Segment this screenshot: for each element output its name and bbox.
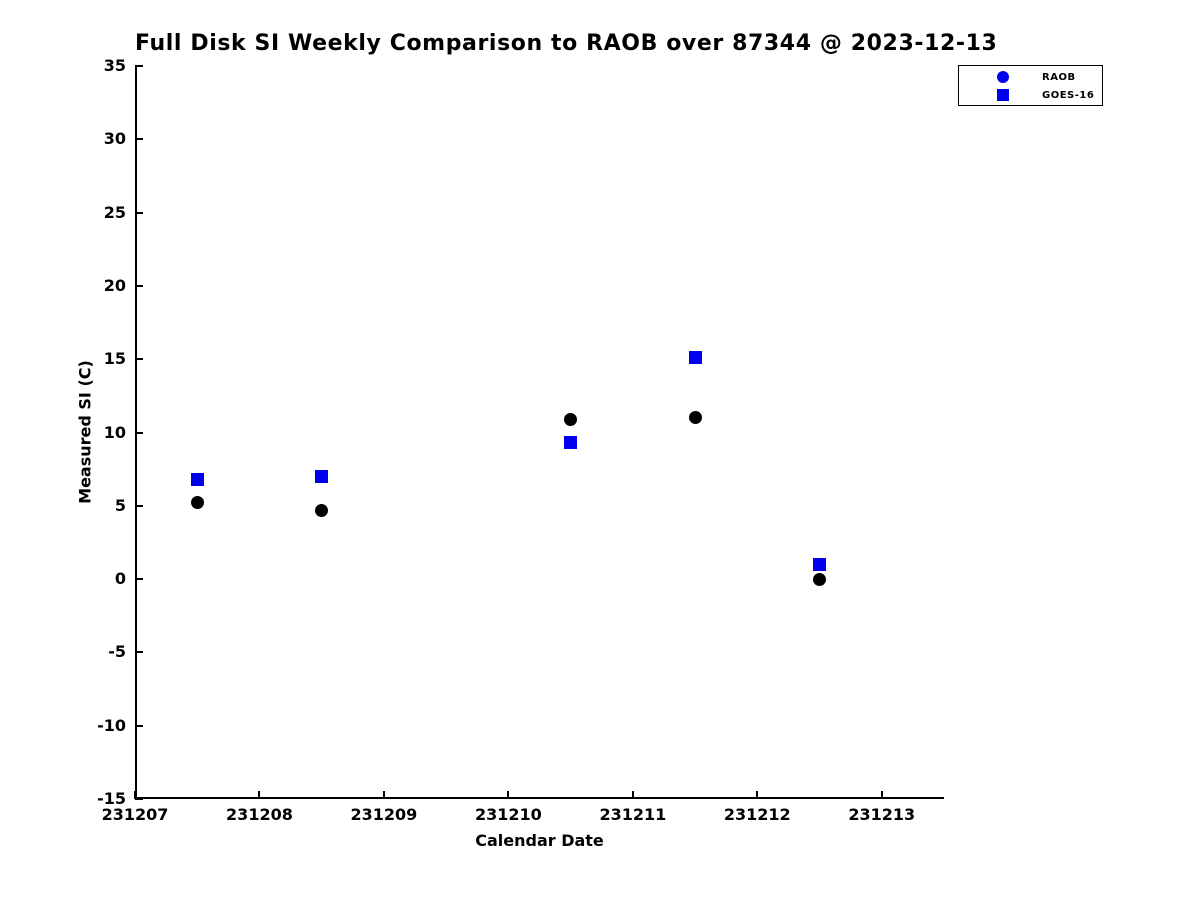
x-tick-mark	[507, 791, 510, 799]
point-raob-3	[688, 411, 702, 425]
x-tick-label: 231212	[723, 805, 791, 824]
chart-title: Full Disk SI Weekly Comparison to RAOB o…	[135, 31, 998, 56]
x-tick-mark	[134, 791, 136, 799]
y-tick-label: -10	[97, 715, 126, 735]
x-tick-label: 231210	[474, 805, 542, 824]
point-goes16-1	[315, 469, 329, 483]
legend-label-raob: RAOB	[1042, 71, 1076, 83]
x-tick-label: 231207	[101, 805, 169, 824]
y-tick-label: 25	[103, 202, 126, 222]
x-tick-mark	[631, 791, 634, 799]
y-tick-label: 15	[103, 349, 126, 369]
legend-square-marker-icon	[997, 89, 1009, 101]
x-tick-label: 231209	[350, 805, 418, 824]
y-tick-label: 10	[103, 422, 126, 442]
y-tick-mark	[135, 578, 143, 581]
y-tick-mark	[135, 211, 143, 214]
x-axis-label: Calendar Date	[475, 831, 604, 850]
x-tick-label: 231208	[226, 805, 293, 824]
x-tick-label: 231211	[599, 805, 667, 824]
y-tick-mark	[135, 358, 143, 361]
y-tick-mark	[135, 65, 143, 67]
x-tick-mark	[382, 791, 385, 799]
x-tick-label: 231213	[848, 805, 916, 824]
legend-item-goes16: GOES-16	[959, 86, 1102, 104]
point-raob-4	[813, 572, 827, 586]
point-goes16-3	[688, 351, 702, 365]
x-tick-mark	[880, 791, 883, 799]
point-raob-2	[564, 412, 578, 426]
legend-label-goes16: GOES-16	[1042, 89, 1095, 101]
y-tick-mark	[135, 504, 143, 507]
point-goes16-2	[564, 436, 578, 450]
y-tick-mark	[135, 651, 143, 654]
x-tick-mark	[258, 791, 261, 799]
y-tick-mark	[135, 138, 143, 141]
point-goes16-4	[813, 557, 827, 571]
point-raob-0	[190, 496, 204, 510]
y-tick-mark	[135, 284, 143, 287]
legend-item-raob: RAOB	[959, 68, 1102, 86]
legend: RAOB GOES-16	[958, 65, 1103, 106]
y-tick-label: 5	[114, 495, 126, 515]
plot-area	[135, 66, 944, 799]
x-tick-mark	[756, 791, 759, 799]
y-tick-label: 30	[103, 129, 126, 149]
y-tick-mark	[135, 798, 143, 800]
y-tick-label: -15	[97, 789, 126, 808]
point-goes16-0	[190, 472, 204, 486]
y-tick-mark	[135, 431, 143, 434]
y-tick-mark	[135, 724, 143, 727]
y-tick-label: 0	[114, 569, 126, 589]
legend-circle-marker-icon	[997, 71, 1009, 83]
y-tick-label: 35	[103, 56, 126, 75]
point-raob-1	[315, 503, 329, 517]
y-tick-label: 20	[103, 275, 126, 295]
y-tick-label: -5	[108, 642, 126, 662]
